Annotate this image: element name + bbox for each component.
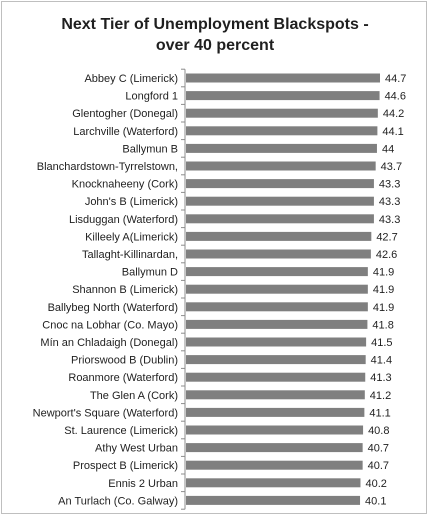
bar <box>186 91 380 101</box>
category-label: Shannon B (Limerick) <box>72 284 178 296</box>
value-label: 40.1 <box>365 495 386 507</box>
bar <box>186 495 361 505</box>
bar <box>186 249 371 259</box>
category-label: Ennis 2 Urban <box>108 478 178 490</box>
value-label: 41.1 <box>369 407 390 419</box>
bar <box>186 108 378 118</box>
value-label: 41.5 <box>371 337 392 349</box>
value-label: 44.6 <box>385 91 406 103</box>
value-label: 43.3 <box>379 179 400 191</box>
category-label: Priorswood B (Dublin) <box>71 355 178 367</box>
category-label: An Turlach (Co. Galway) <box>58 495 178 507</box>
bar <box>186 407 365 417</box>
value-label: 41.9 <box>373 284 394 296</box>
bar <box>186 196 374 206</box>
bar <box>186 73 380 83</box>
bar <box>186 143 377 153</box>
category-label: Mín an Chladaigh (Donegal) <box>40 337 178 349</box>
value-label: 43.7 <box>381 161 402 173</box>
category-label: Ballybeg North (Waterford) <box>48 302 178 314</box>
bar <box>186 355 366 365</box>
bar <box>186 179 374 189</box>
chart-title-line-2: over 40 percent <box>155 37 275 54</box>
category-label: Glentogher (Donegal) <box>72 108 178 120</box>
category-label: The Glen A (Cork) <box>90 390 178 402</box>
value-label: 44.1 <box>382 126 403 138</box>
bar <box>186 372 366 382</box>
category-label: Ballymun B <box>122 143 178 155</box>
value-label: 42.6 <box>376 249 397 261</box>
chart-title-line-1: Next Tier of Unemployment Blackspots - <box>61 16 369 33</box>
value-label: 41.3 <box>370 372 391 384</box>
category-label: Longford 1 <box>125 91 178 103</box>
chart-title: Next Tier of Unemployment Blackspots - o… <box>2 14 428 56</box>
value-label: 41.8 <box>372 319 393 331</box>
category-label: Cnoc na Lobhar (Co. Mayo) <box>42 319 178 331</box>
value-label: 40.7 <box>368 443 389 455</box>
bar <box>186 425 364 435</box>
category-label: Knocknaheeny (Cork) <box>72 179 178 191</box>
category-label: Ballymun D <box>122 267 178 279</box>
value-label: 40.8 <box>368 425 389 437</box>
bar <box>186 390 365 400</box>
bar <box>186 319 368 329</box>
category-label: Abbey C (Limerick) <box>84 73 178 85</box>
bar <box>186 161 376 171</box>
value-label: 40.2 <box>365 478 386 490</box>
category-label: Lisduggan (Waterford) <box>69 214 178 226</box>
category-label: Newport's Square (Waterford) <box>33 407 178 419</box>
bar <box>186 214 374 224</box>
value-label: 40.7 <box>368 460 389 472</box>
category-label: John's B (Limerick) <box>85 196 178 208</box>
category-label: Killeely A(Limerick) <box>85 231 178 243</box>
category-label: Tallaght-Killinardan, <box>82 249 178 261</box>
value-label: 41.2 <box>370 390 391 402</box>
value-label: 41.4 <box>371 355 392 367</box>
bar <box>186 284 368 294</box>
category-label: St. Laurence (Limerick) <box>64 425 178 437</box>
bar <box>186 231 372 241</box>
category-label: Athy West Urban <box>95 443 178 455</box>
value-label: 41.9 <box>373 302 394 314</box>
category-label: Prospect B (Limerick) <box>73 460 178 472</box>
bar <box>186 337 367 347</box>
bar <box>186 267 368 277</box>
value-label: 43.3 <box>379 196 400 208</box>
bar <box>186 302 368 312</box>
value-label: 44 <box>382 143 394 155</box>
value-label: 43.3 <box>379 214 400 226</box>
value-label: 44.7 <box>385 73 406 85</box>
value-label: 44.2 <box>383 108 404 120</box>
value-label: 42.7 <box>376 231 397 243</box>
bar <box>186 460 363 470</box>
value-label: 41.9 <box>373 267 394 279</box>
category-label: Roanmore (Waterford) <box>68 372 178 384</box>
category-label: Blanchardstown-Tyrrelstown, <box>37 161 178 173</box>
bar <box>186 443 363 453</box>
bar <box>186 126 378 136</box>
bar <box>186 478 361 488</box>
category-label: Larchville (Waterford) <box>73 126 178 138</box>
